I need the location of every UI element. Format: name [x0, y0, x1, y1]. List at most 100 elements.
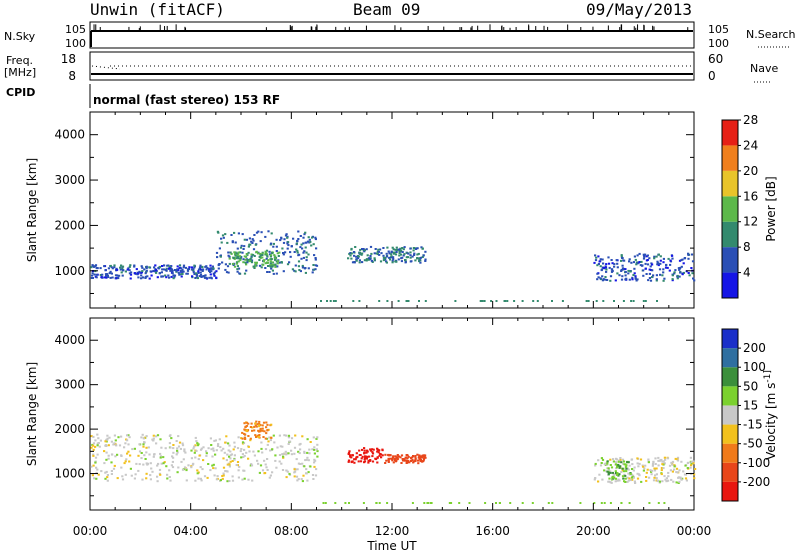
data-point	[307, 459, 310, 462]
data-point	[173, 274, 177, 277]
data-point	[618, 465, 621, 468]
data-point	[106, 438, 109, 441]
data-point	[258, 434, 261, 436]
data-point	[297, 462, 300, 465]
data-point	[311, 271, 314, 274]
data-point	[690, 267, 693, 269]
data-point	[458, 502, 461, 504]
data-point	[657, 456, 660, 459]
noise-right-tick-high: 105	[708, 23, 729, 36]
data-point	[144, 272, 147, 275]
data-point	[178, 273, 181, 276]
data-point	[659, 273, 662, 276]
data-point	[261, 256, 264, 259]
data-point	[315, 264, 319, 267]
data-point	[243, 272, 247, 275]
data-point	[623, 480, 626, 483]
data-point	[621, 264, 624, 267]
data-point	[104, 471, 107, 474]
data-point	[286, 242, 289, 245]
data-point	[149, 474, 152, 477]
data-point	[97, 437, 100, 440]
data-point	[599, 464, 603, 467]
data-point	[196, 277, 199, 280]
data-point	[181, 442, 184, 445]
data-point	[230, 453, 233, 456]
data-point	[629, 479, 632, 482]
data-point	[691, 260, 695, 263]
data-point	[531, 502, 534, 504]
data-point	[182, 266, 185, 269]
data-point	[212, 267, 215, 270]
colorbar-segment	[722, 329, 738, 349]
data-point	[676, 456, 680, 459]
data-point	[313, 452, 316, 455]
data-point	[624, 481, 627, 483]
data-point	[260, 447, 263, 450]
data-point	[408, 461, 411, 464]
data-point	[349, 455, 352, 458]
data-point	[261, 252, 264, 255]
data-point	[639, 458, 643, 461]
data-point	[113, 442, 116, 445]
data-point	[145, 462, 148, 465]
data-point	[628, 477, 631, 480]
data-point	[270, 423, 273, 426]
data-point	[236, 265, 239, 268]
data-point	[669, 263, 672, 266]
data-point	[422, 460, 425, 463]
data-point	[219, 255, 222, 258]
data-point	[600, 268, 603, 271]
data-point	[373, 258, 376, 261]
data-point	[95, 466, 98, 469]
data-point	[257, 450, 260, 453]
data-point	[226, 241, 229, 244]
data-point	[115, 444, 118, 447]
data-point	[205, 452, 208, 455]
data-point	[239, 450, 242, 453]
data-point	[159, 452, 162, 455]
data-point	[248, 237, 251, 240]
data-point	[302, 236, 305, 239]
data-point	[140, 271, 143, 274]
data-point	[384, 453, 387, 456]
data-point	[363, 447, 366, 450]
data-point	[212, 273, 216, 276]
data-point	[363, 460, 367, 463]
data-point	[291, 268, 294, 271]
data-point	[145, 267, 148, 270]
data-point	[680, 478, 683, 481]
data-point	[620, 471, 623, 473]
data-point	[418, 454, 421, 457]
data-point	[200, 276, 203, 278]
data-point	[268, 250, 271, 253]
data-point	[92, 265, 95, 268]
data-point	[294, 434, 297, 437]
data-point	[159, 438, 162, 441]
data-point	[596, 272, 599, 275]
y-tick-label: 2000	[54, 422, 85, 436]
data-point	[305, 458, 308, 461]
data-point	[168, 265, 171, 268]
data-point	[657, 262, 660, 265]
data-point	[255, 231, 259, 234]
data-point	[646, 254, 649, 257]
data-point	[680, 460, 683, 463]
data-point	[280, 462, 283, 465]
data-point	[384, 462, 387, 464]
data-point	[183, 466, 187, 469]
data-point	[393, 459, 397, 462]
data-point	[229, 460, 232, 463]
data-point	[411, 456, 414, 459]
data-point	[209, 469, 212, 472]
data-point	[409, 256, 412, 259]
data-point	[129, 277, 132, 280]
data-point	[226, 480, 229, 483]
data-point	[303, 450, 306, 453]
data-point	[194, 444, 197, 447]
data-point	[304, 246, 307, 249]
data-point	[251, 238, 254, 241]
data-point	[413, 460, 416, 463]
data-point	[378, 502, 381, 504]
data-point	[109, 264, 112, 267]
